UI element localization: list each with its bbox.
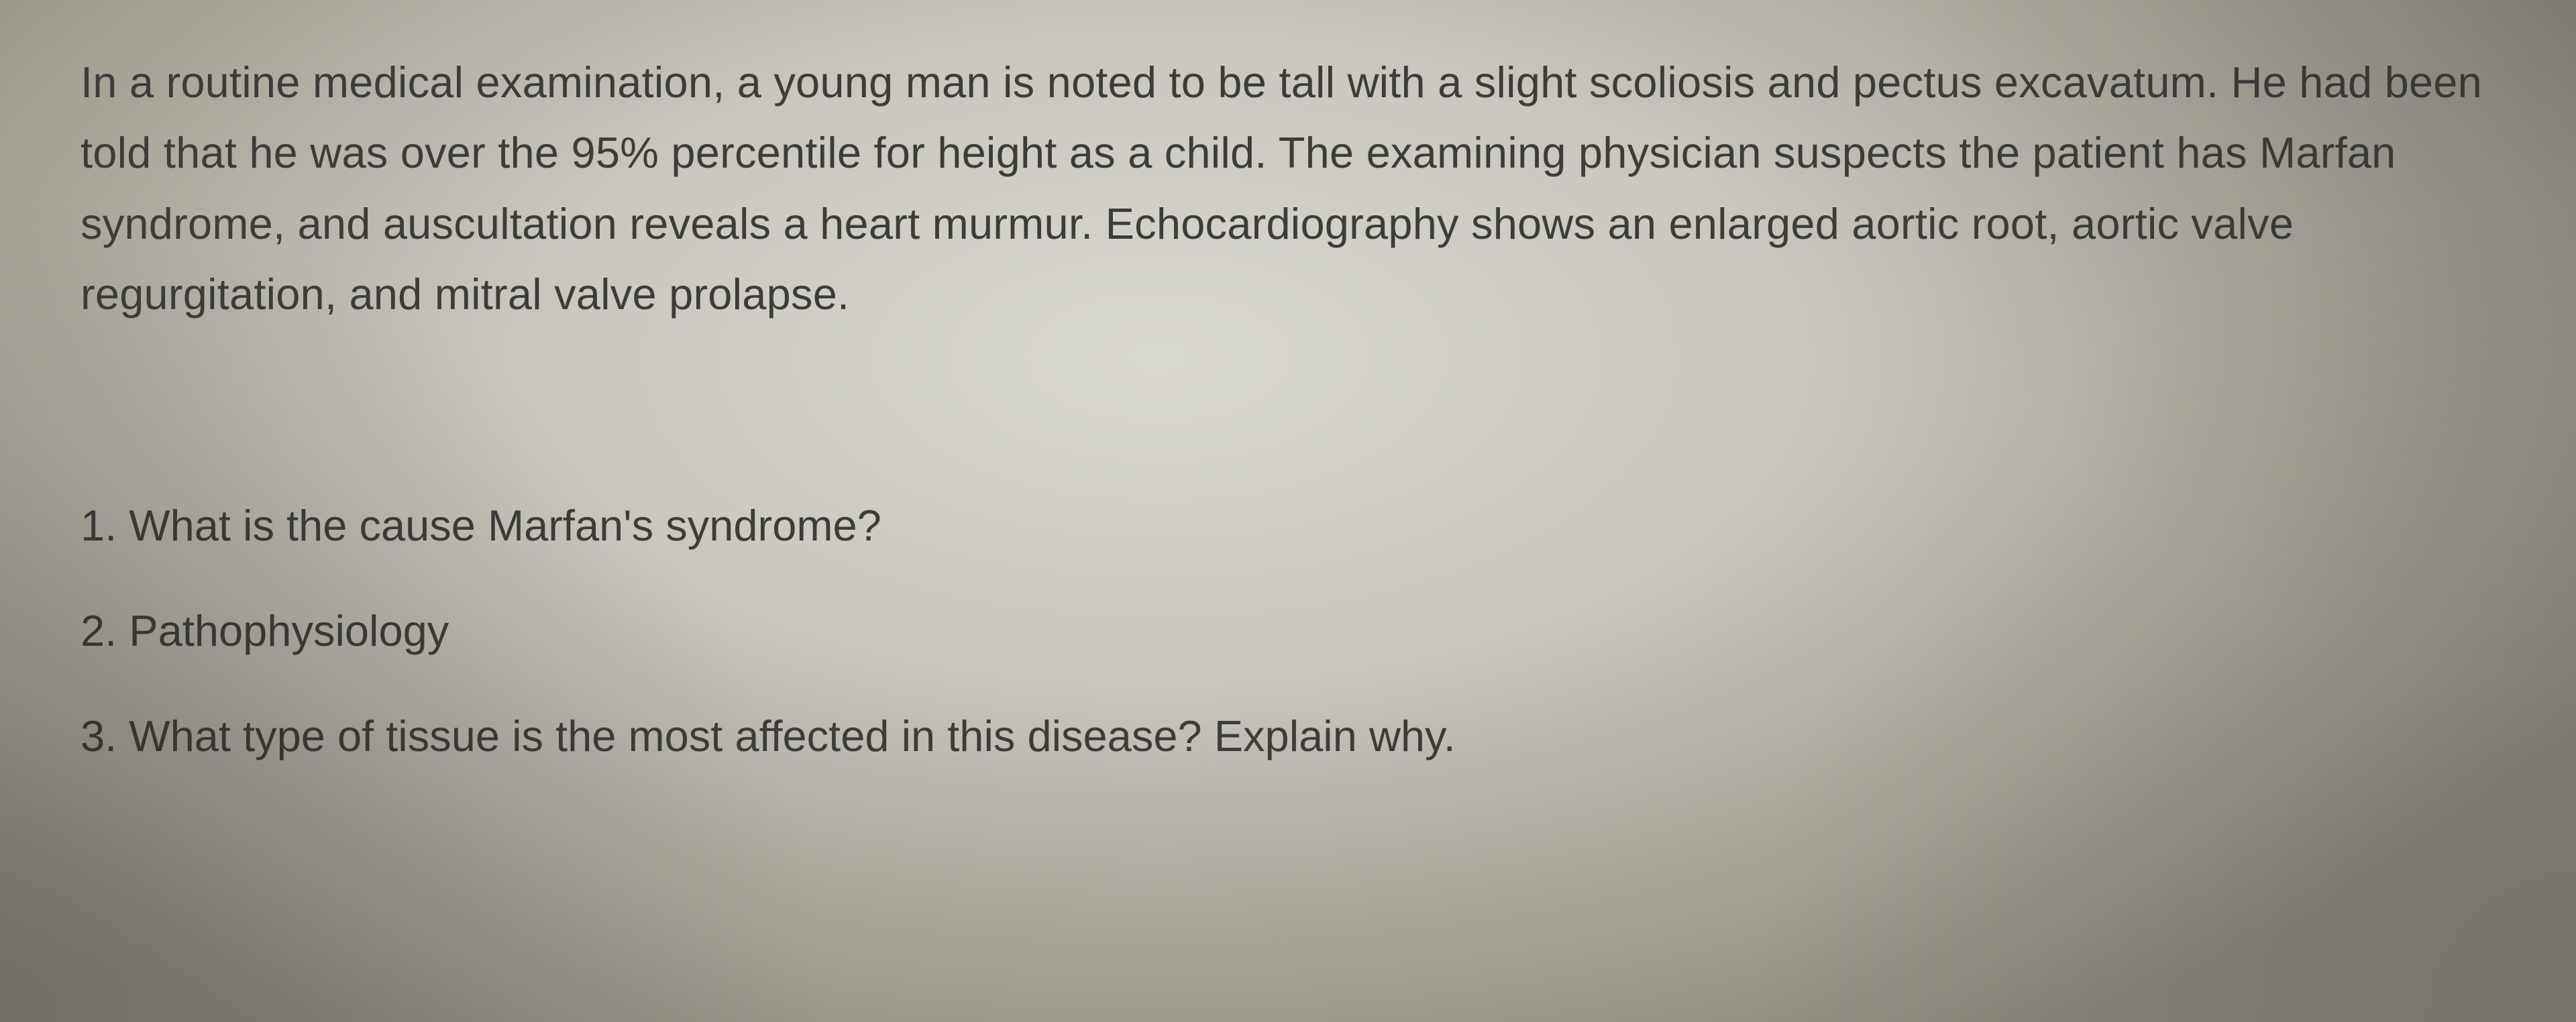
question-number: 2. [80,606,117,655]
question-item: 3. What type of tissue is the most affec… [80,714,2496,758]
question-number: 1. [80,501,117,550]
question-text: What type of tissue is the most affected… [129,712,1456,760]
case-paragraph: In a routine medical examination, a youn… [80,47,2496,329]
question-item: 1. What is the cause Marfan's syndrome? [80,504,2496,547]
question-item: 2. Pathophysiology [80,609,2496,652]
question-number: 3. [80,712,117,760]
document-page: In a routine medical examination, a youn… [0,0,2576,758]
question-text: What is the cause Marfan's syndrome? [129,501,881,550]
question-text: Pathophysiology [129,606,449,655]
question-list: 1. What is the cause Marfan's syndrome? … [80,504,2496,758]
